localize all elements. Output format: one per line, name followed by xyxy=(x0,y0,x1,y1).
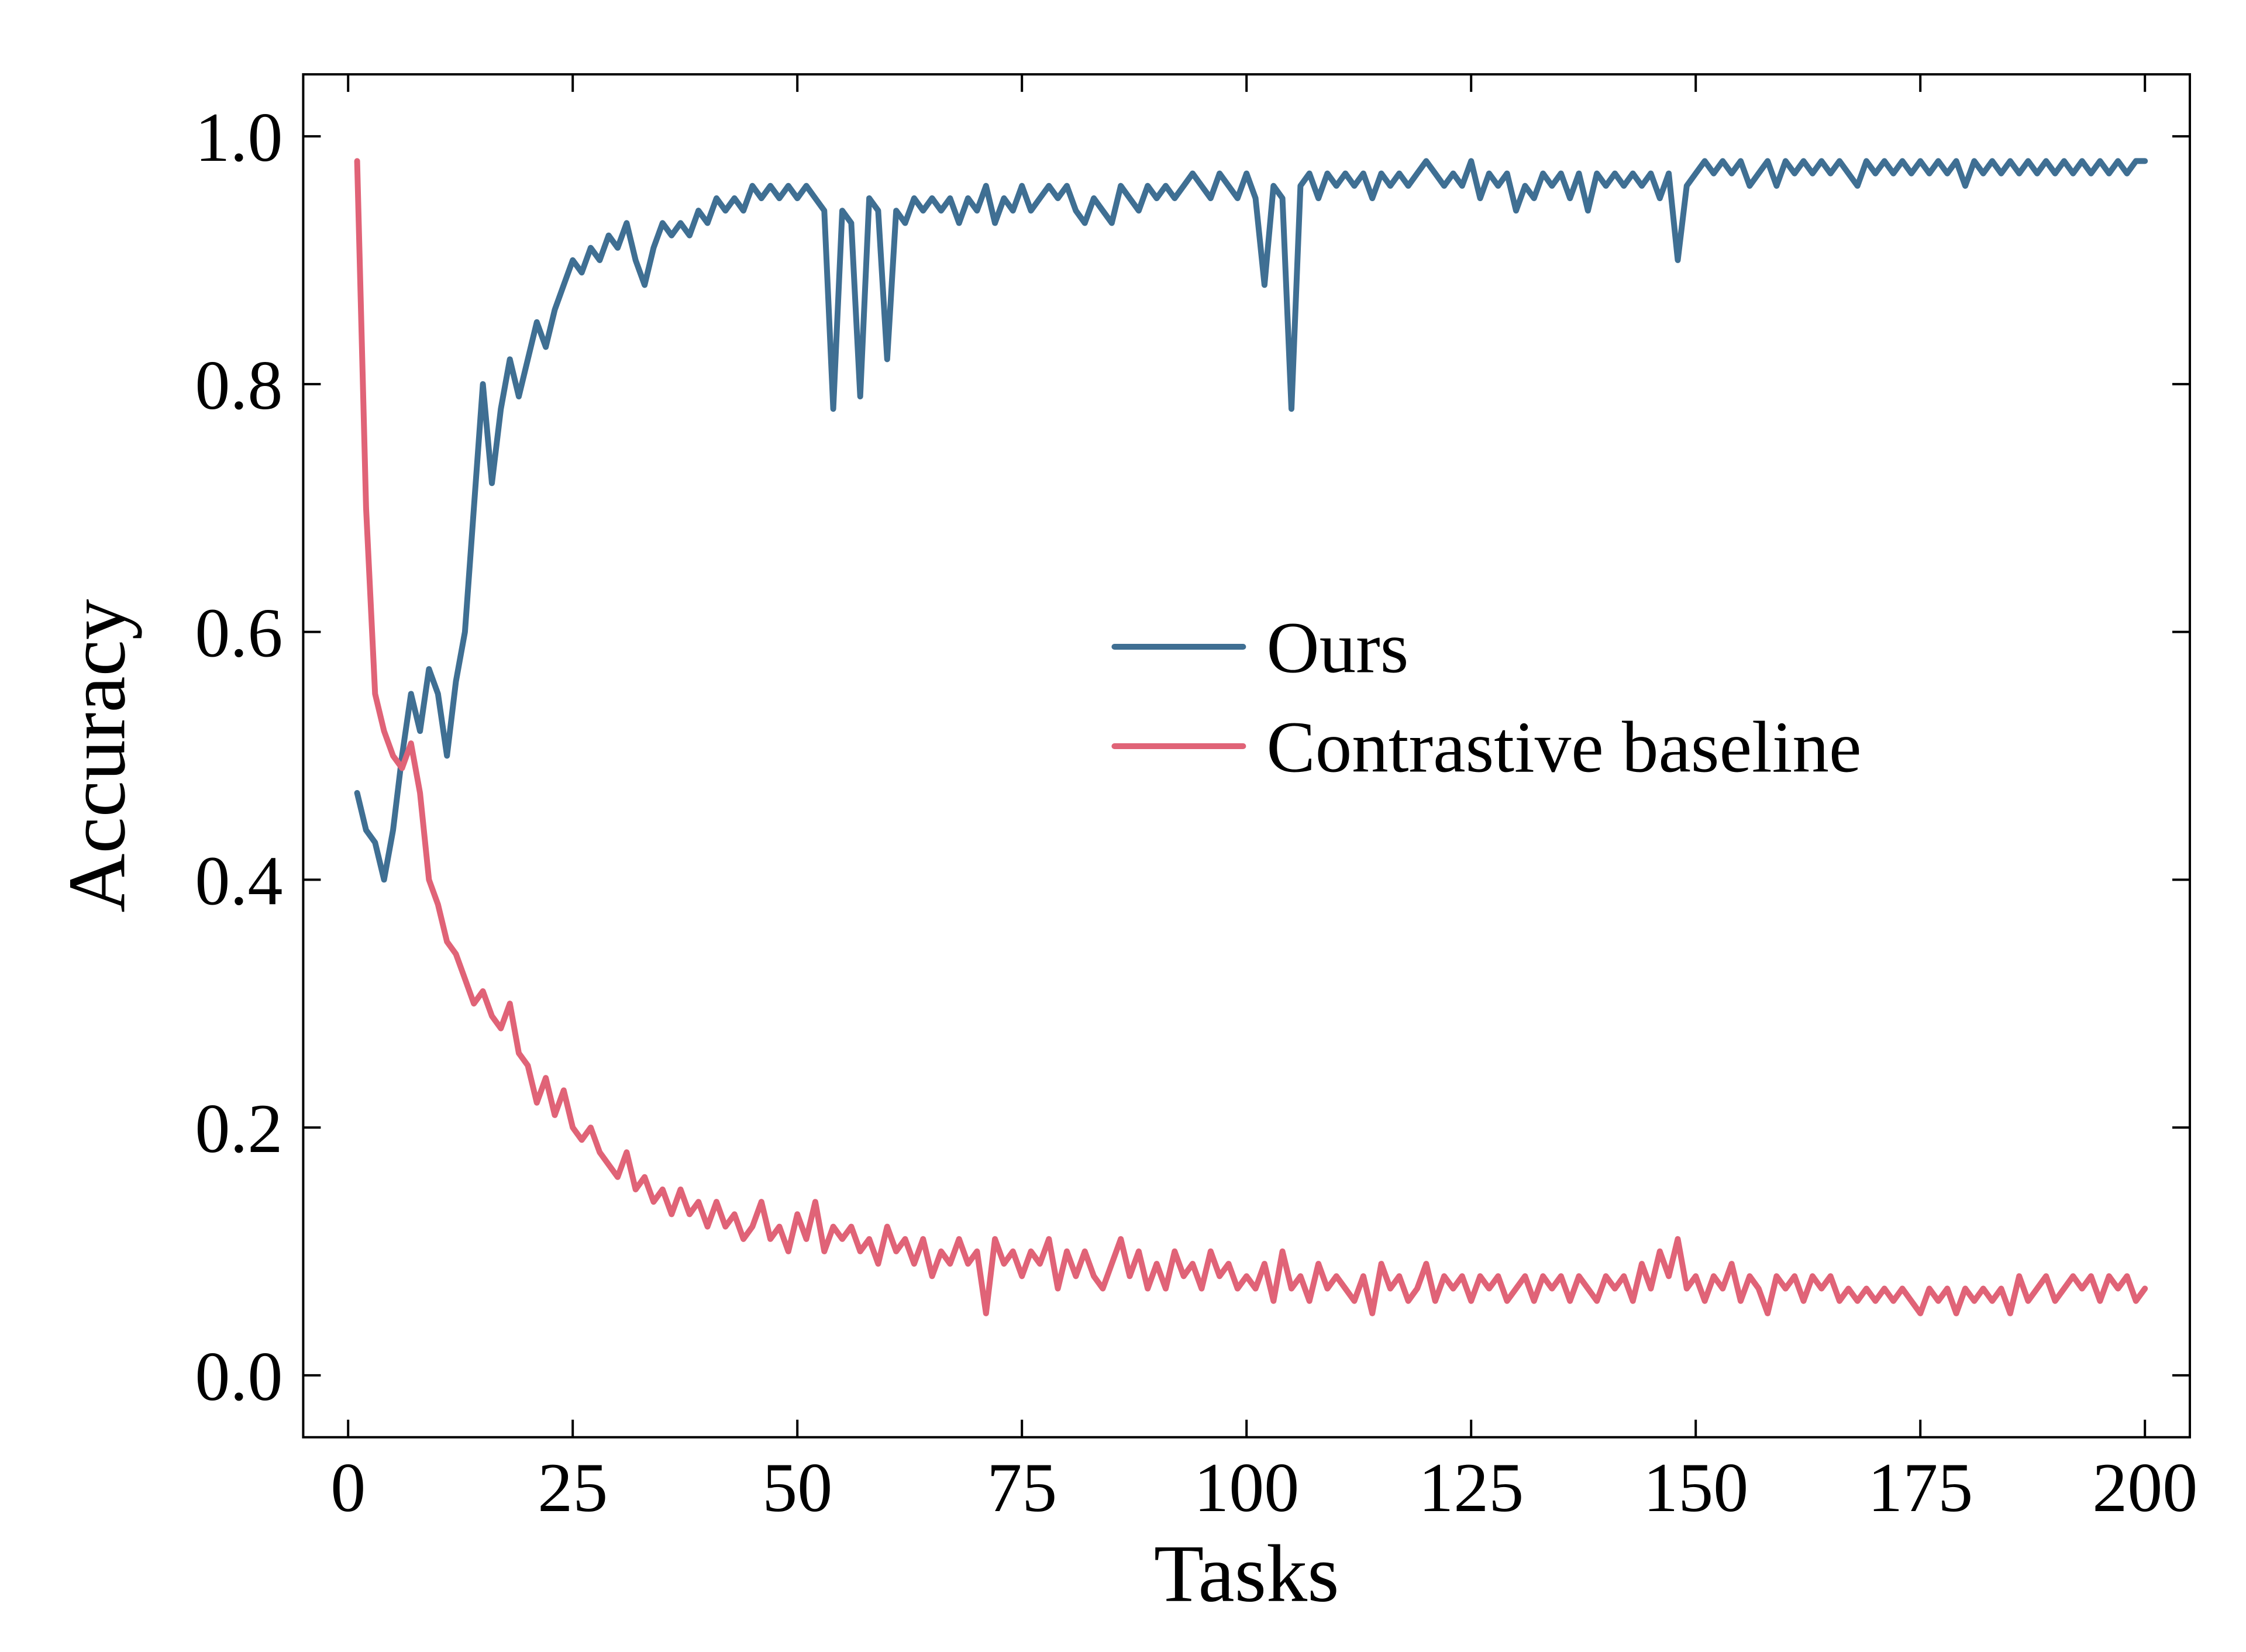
y-axis-label: Accuracy xyxy=(51,599,142,912)
x-tick-label: 0 xyxy=(330,1448,366,1526)
chart-svg: 0 25 50 75 100 125 150 175 200 0.0 0.2 0.4 0.6 0.8 1.0… xyxy=(0,0,2246,1652)
x-axis-label: Tasks xyxy=(1154,1529,1339,1619)
accuracy-vs-tasks-chart: 0 25 50 75 100 125 150 175 200 0.0 0.2 0.4 0.6 0.8 1.0… xyxy=(0,0,2246,1652)
legend-label: Ours xyxy=(1266,608,1408,689)
y-tick-label: 0.6 xyxy=(195,594,283,672)
x-tick-label: 75 xyxy=(987,1448,1057,1526)
x-tick-label: 175 xyxy=(1868,1448,1973,1526)
y-tick-label: 0.2 xyxy=(195,1089,283,1167)
x-tick-label: 50 xyxy=(762,1448,832,1526)
y-tick-label: 0.4 xyxy=(195,841,283,919)
legend-label: Contrastive baseline xyxy=(1266,708,1861,788)
x-tick-label: 25 xyxy=(538,1448,608,1526)
x-tick-label: 100 xyxy=(1194,1448,1299,1526)
y-tick-label: 0.8 xyxy=(195,346,283,424)
y-tick-label: 1.0 xyxy=(195,98,283,176)
y-tick-label: 0.0 xyxy=(195,1337,283,1415)
x-tick-label: 125 xyxy=(1418,1448,1524,1526)
x-tick-label: 150 xyxy=(1643,1448,1748,1526)
x-tick-label: 200 xyxy=(2092,1448,2197,1526)
